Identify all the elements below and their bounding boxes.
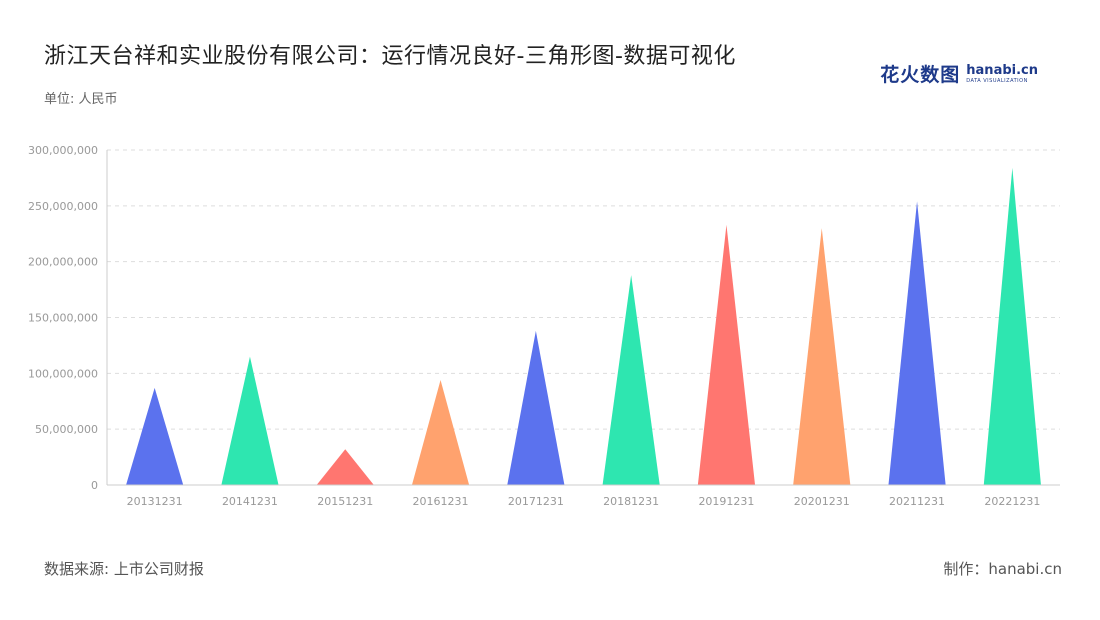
x-tick-label: 20161231: [413, 495, 469, 508]
triangle-bar: [888, 201, 946, 485]
x-tick-label: 20181231: [603, 495, 659, 508]
x-tick-label: 20141231: [222, 495, 278, 508]
logo-sub-text: DATA VISUALIZATION: [966, 77, 1028, 84]
triangle-bar: [221, 356, 279, 485]
y-axis: 0 50,000,000 100,000,000 150,000,000 200,000…: [28, 144, 108, 492]
x-tick-label: 20191231: [698, 495, 754, 508]
triangle-bar: [316, 449, 374, 485]
y-tick-label: 250,000,000: [28, 200, 98, 213]
triangle-bar: [697, 224, 756, 486]
triangle-bar: [411, 380, 470, 485]
triangle-bar: [507, 330, 565, 485]
x-tick-label: 20211231: [889, 495, 945, 508]
x-axis: 20131231 20141231 20151231 20161231 20171231…: [107, 484, 1060, 508]
y-tick-label: 0: [91, 479, 98, 492]
x-tick-label: 20131231: [127, 495, 183, 508]
triangle-bar: [983, 167, 1041, 485]
y-tick-label: 50,000,000: [35, 423, 98, 436]
x-tick-label: 20201231: [794, 495, 850, 508]
brand-logo: 花火数图 hanabi.cn DATA VISUALIZATION: [880, 60, 1038, 87]
logo-side: hanabi.cn DATA VISUALIZATION: [966, 64, 1038, 84]
x-tick-label: 20171231: [508, 495, 564, 508]
logo-en-text: hanabi.cn: [966, 62, 1038, 78]
triangle-bar: [602, 275, 660, 485]
triangle-bars: [126, 167, 1041, 486]
x-tick-label: 20151231: [317, 495, 373, 508]
triangle-bar: [793, 228, 851, 485]
chart-title: 浙江天台祥和实业股份有限公司：运行情况良好-三角形图-数据可视化: [44, 44, 736, 69]
y-tick-label: 150,000,000: [28, 312, 98, 325]
y-tick-label: 300,000,000: [28, 144, 98, 157]
unit-label: 单位: 人民币: [44, 92, 118, 107]
data-source: 数据来源: 上市公司财报: [44, 560, 204, 578]
maker-credit: 制作：hanabi.cn: [943, 560, 1062, 578]
y-tick-label: 100,000,000: [28, 367, 98, 380]
y-tick-label: 200,000,000: [28, 256, 98, 269]
logo-main-text: 花火数图: [880, 64, 961, 86]
triangle-bar: [126, 387, 184, 485]
x-tick-label: 20221231: [984, 495, 1040, 508]
